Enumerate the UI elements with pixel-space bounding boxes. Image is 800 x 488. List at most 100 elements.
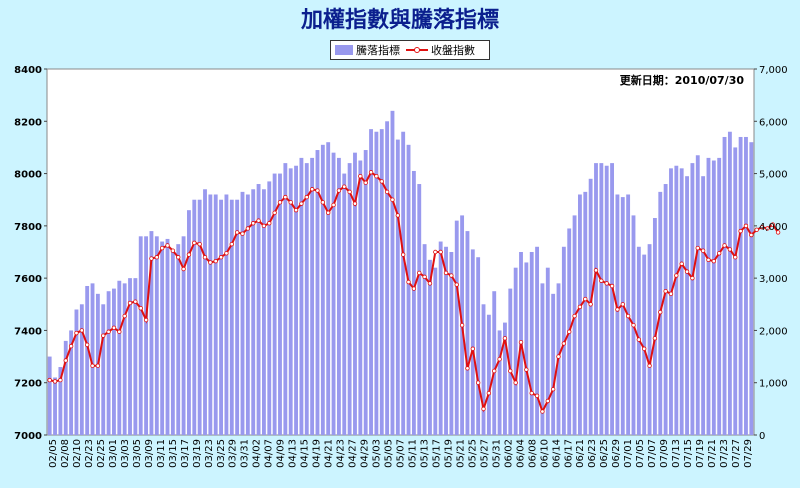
line-point bbox=[384, 189, 390, 195]
bar bbox=[744, 136, 748, 435]
bar bbox=[128, 278, 132, 435]
line-point bbox=[406, 279, 411, 285]
bar bbox=[58, 367, 63, 435]
line-point bbox=[122, 313, 127, 319]
bar bbox=[192, 199, 197, 435]
line-point bbox=[513, 380, 518, 385]
legend-item-bar: 騰落指標 bbox=[335, 42, 400, 58]
bar bbox=[326, 142, 331, 435]
bar bbox=[411, 170, 416, 435]
line-point bbox=[625, 313, 631, 319]
line-point bbox=[658, 309, 663, 315]
bar bbox=[74, 309, 79, 435]
update-date-label: 更新日期：2010/07/30 bbox=[620, 73, 745, 87]
line-point bbox=[481, 406, 486, 412]
legend: 騰落指標 收盤指數 bbox=[330, 40, 490, 60]
x-tick-label: 07/23 bbox=[719, 439, 730, 468]
line-point bbox=[261, 223, 267, 229]
line-point bbox=[508, 368, 513, 374]
line-point bbox=[663, 289, 668, 294]
left-tick-label: 8400 bbox=[14, 65, 42, 76]
bar bbox=[347, 163, 352, 436]
bar bbox=[722, 136, 727, 435]
line-point bbox=[674, 273, 679, 278]
bar bbox=[69, 330, 74, 435]
line-point bbox=[52, 379, 58, 384]
bar bbox=[294, 165, 298, 436]
bar bbox=[652, 218, 657, 435]
bar bbox=[588, 178, 593, 436]
line-point bbox=[374, 173, 379, 179]
line-point bbox=[143, 317, 149, 323]
line-point bbox=[465, 366, 470, 371]
line-point bbox=[722, 243, 727, 248]
bar bbox=[503, 322, 507, 435]
bar bbox=[647, 244, 652, 435]
bar bbox=[561, 246, 566, 435]
line-point bbox=[609, 283, 615, 289]
bar bbox=[406, 144, 411, 435]
bar bbox=[690, 163, 695, 436]
line-point bbox=[700, 248, 706, 253]
line-point bbox=[368, 170, 374, 175]
bar bbox=[261, 189, 266, 435]
x-tick-label: 03/19 bbox=[192, 439, 203, 468]
bar bbox=[342, 173, 347, 435]
x-tick-label: 04/27 bbox=[348, 439, 359, 468]
line-point bbox=[754, 227, 759, 232]
x-tick-label: 02/05 bbox=[48, 439, 59, 468]
line-point bbox=[706, 257, 711, 263]
line-point bbox=[256, 218, 261, 223]
line-point bbox=[90, 363, 95, 368]
line-point bbox=[572, 313, 577, 319]
line-point bbox=[631, 323, 636, 328]
bar bbox=[545, 267, 550, 435]
bar bbox=[374, 131, 379, 436]
bar bbox=[358, 160, 363, 435]
bar bbox=[385, 121, 390, 435]
bar bbox=[717, 157, 722, 435]
x-tick-label: 03/31 bbox=[240, 439, 251, 468]
line-point bbox=[101, 333, 106, 338]
bar bbox=[240, 191, 245, 435]
line-point bbox=[358, 173, 363, 179]
line-point bbox=[711, 258, 717, 264]
line-point bbox=[390, 197, 395, 202]
line-point bbox=[176, 255, 181, 260]
bar bbox=[138, 236, 143, 435]
x-tick-label: 06/25 bbox=[599, 439, 610, 468]
bar bbox=[578, 194, 582, 435]
line-point bbox=[684, 269, 690, 274]
x-tick-label: 05/31 bbox=[491, 439, 502, 468]
bar bbox=[599, 163, 604, 436]
x-tick-label: 05/07 bbox=[396, 439, 407, 468]
bar bbox=[486, 314, 491, 435]
bar bbox=[245, 194, 250, 435]
line-point bbox=[497, 356, 502, 362]
x-tick-label: 03/15 bbox=[168, 439, 179, 468]
bar bbox=[535, 246, 540, 435]
line-point bbox=[470, 346, 476, 351]
line-point bbox=[320, 200, 326, 205]
line-point bbox=[449, 273, 454, 278]
x-tick-label: 06/23 bbox=[587, 439, 598, 468]
line-point bbox=[127, 300, 133, 306]
line-point bbox=[550, 387, 556, 392]
line-point bbox=[336, 188, 342, 193]
x-tick-label: 06/14 bbox=[551, 439, 562, 468]
bar bbox=[288, 168, 293, 435]
bar bbox=[181, 236, 186, 435]
x-tick-label: 07/21 bbox=[707, 439, 718, 468]
x-tick-label: 03/23 bbox=[204, 439, 215, 468]
x-tick-label: 07/27 bbox=[731, 439, 742, 468]
line-point bbox=[288, 200, 293, 205]
line-point bbox=[133, 299, 138, 304]
bar bbox=[208, 194, 213, 435]
bar bbox=[203, 189, 207, 435]
bar bbox=[165, 238, 170, 435]
bar bbox=[144, 236, 149, 435]
bar bbox=[267, 181, 272, 435]
right-axis: 0 1,000 2,000 3,000 4,000 5,000 6,000 7,000 bbox=[754, 65, 788, 442]
bar bbox=[304, 163, 309, 436]
line-point bbox=[615, 307, 620, 312]
